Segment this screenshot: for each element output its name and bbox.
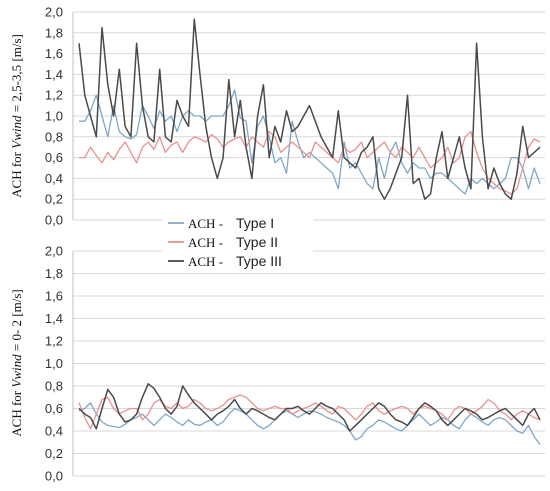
y-tick-label: 2,0 [45, 5, 63, 20]
y-tick-label: 0,2 [45, 446, 63, 461]
y-tick-label: 2,0 [45, 244, 63, 259]
y-tick-label: 1,6 [45, 46, 63, 61]
y-tick-label: 1,4 [45, 67, 63, 82]
series-line-ach-type-i [78, 402, 541, 445]
y-tick-label: 0,0 [45, 213, 63, 228]
y-tick-label: 0,6 [45, 401, 63, 416]
y-tick-label: 1,2 [45, 334, 63, 349]
y-tick-label: 0,6 [45, 150, 63, 165]
y-tick-label: 0,4 [45, 171, 63, 186]
series-line-ach-type-iii [78, 383, 541, 432]
y-tick-label: 0,2 [45, 192, 63, 207]
legend-background [163, 207, 313, 269]
series-line-ach-type-iii [78, 18, 541, 200]
lower-panel-plot-area: 0,0 0,2 0,4 0,6 0,8 1,0 1,2 1,4 1,6 1,8 2,0 ACH for… [9, 244, 545, 484]
legend-entry-label: Type I [236, 215, 274, 231]
legend: ACH - Type I ACH - Type II ACH - Type III [163, 207, 313, 269]
y-tick-label: 1,0 [45, 109, 63, 124]
y-tick-label: 1,8 [45, 266, 63, 281]
y-tick-label: 0,4 [45, 424, 63, 439]
y-axis-title: ACH for Vwind = 2,5-3,5 [m/s] [9, 34, 24, 198]
y-tick-label: 0,8 [45, 379, 63, 394]
y-tick-label: 1,0 [45, 356, 63, 371]
y-tick-label: 0,8 [45, 129, 63, 144]
legend-entry-label: Type II [236, 234, 278, 250]
upper-panel-plot-area: 0,0 0,2 0,4 0,6 0,8 1,0 1,2 1,4 1,6 1,8 2,0 ACH for… [9, 5, 545, 228]
legend-entry-prefix: ACH - [188, 216, 223, 231]
y-tick-label: 1,2 [45, 88, 63, 103]
y-tick-label: 0,0 [45, 469, 63, 484]
y-tick-label: 1,6 [45, 289, 63, 304]
legend-entry-label: Type III [236, 253, 282, 269]
y-axis-title: ACH for Vwind = 0- 2 [m/s] [9, 289, 24, 436]
series-line-ach-type-ii [78, 394, 541, 430]
series-line-ach-type-ii [79, 130, 541, 195]
y-tick-label: 1,8 [45, 25, 63, 40]
y-tick-label: 1,4 [45, 311, 63, 326]
legend-entry-prefix: ACH - [188, 254, 223, 269]
legend-entry-prefix: ACH - [188, 235, 223, 250]
